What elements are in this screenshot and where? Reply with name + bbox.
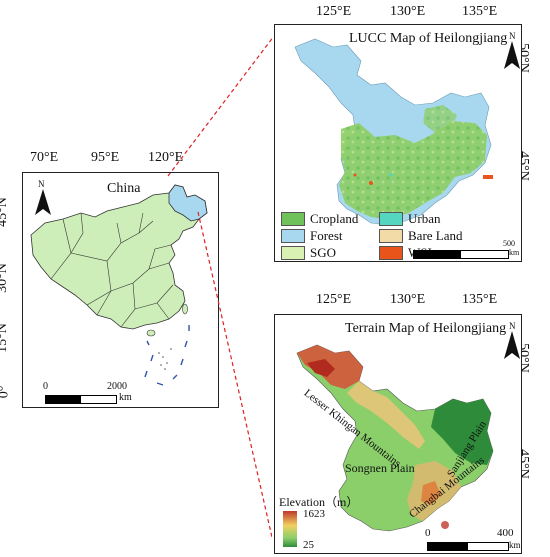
lucc-map <box>294 38 493 226</box>
china-x-tick-2: 120°E <box>148 150 184 165</box>
china-scale-start: 0 <box>43 381 48 392</box>
china-map-frame: China N 0 2000 km <box>22 172 219 408</box>
terrain-north-arrow: N <box>501 321 521 363</box>
north-arrow-icon <box>35 189 51 215</box>
lucc-north-label: N <box>509 31 516 41</box>
terrain-x-tick-1: 130°E <box>390 292 426 307</box>
china-y-tick-2: 15°N <box>0 323 10 353</box>
lucc-legend-1: Urban <box>379 211 441 227</box>
elevation-colorbar <box>283 511 297 547</box>
lucc-title: LUCC Map of Heilongjiang <box>349 31 508 46</box>
china-scalebar <box>45 395 117 404</box>
lucc-scale-unit: km <box>509 248 520 257</box>
china-north-label: N <box>38 179 45 189</box>
terrain-north-label: N <box>509 321 516 331</box>
terrain-x-tick-0: 125°E <box>316 292 352 307</box>
terrain-panel: 125°E 130°E 135°E 50°N 45°N <box>272 290 550 557</box>
lucc-legend-swatch <box>379 246 403 260</box>
lucc-legend-swatch <box>281 212 305 226</box>
lucc-legend-label: Urban <box>408 211 441 226</box>
terrain-scale-start: 0 <box>425 527 431 539</box>
terrain-scalebar <box>427 542 509 551</box>
lucc-scale-end: 500 <box>503 239 515 248</box>
lucc-legend-label: Forest <box>310 228 343 243</box>
terrain-title: Terrain Map of Heilongjiang <box>345 321 507 336</box>
lucc-legend-label: Bare Land <box>408 228 463 243</box>
lucc-x-tick-0: 125°E <box>316 4 352 19</box>
north-arrow-icon <box>504 41 520 69</box>
china-x-tick-0: 70°E <box>30 150 59 165</box>
china-y-tick-1: 30°N <box>0 263 10 293</box>
north-arrow-icon <box>504 331 520 359</box>
lucc-legend-2: Forest <box>281 228 343 244</box>
lucc-legend-swatch <box>379 212 403 226</box>
china-y-tick-0: 45°N <box>0 197 10 227</box>
elevation-min: 25 <box>303 539 314 551</box>
lucc-north-arrow: N <box>501 31 521 73</box>
lucc-scalebar <box>413 250 509 259</box>
china-scale-unit: km <box>119 392 132 403</box>
lucc-cropland <box>339 121 487 219</box>
lucc-panel: 125°E 130°E 135°E 50°N 45°N LUCC Map of <box>272 0 550 266</box>
lucc-map-frame: LUCC Map of Heilongjiang N Cropland Urba… <box>274 24 522 262</box>
lucc-legend-3: Bare Land <box>379 228 463 244</box>
terrain-sanjiang <box>431 399 493 465</box>
china-panel: 70°E 95°E 120°E 45°N 30°N 15°N 0° China <box>0 148 220 410</box>
lucc-legend-label: Cropland <box>310 211 359 226</box>
terrain-scale-unit: km <box>509 540 521 550</box>
elevation-max: 1623 <box>303 508 325 520</box>
lucc-legend-label: SGO <box>310 245 337 260</box>
lucc-x-tick-1: 130°E <box>390 4 426 19</box>
china-landmass <box>30 184 208 330</box>
nine-dash-line <box>144 325 190 386</box>
elevation-title: Elevation（m） <box>279 495 359 509</box>
china-title: China <box>107 181 141 196</box>
china-y-tick-3: 0° <box>0 385 12 399</box>
china-scale-end: 2000 <box>107 381 127 392</box>
lucc-legend-swatch <box>281 246 305 260</box>
terrain-map-frame: Terrain Map of Heilongjiang N Lesser Khi… <box>274 314 522 554</box>
lucc-legend-swatch <box>281 229 305 243</box>
china-x-tick-1: 95°E <box>91 150 120 165</box>
terrain-scale-end: 400 <box>497 527 514 539</box>
china-north-arrow: N <box>31 179 55 219</box>
lucc-legend-0: Cropland <box>281 211 358 227</box>
province-boundaries <box>50 212 174 328</box>
lucc-legend-4: SGO <box>281 245 336 261</box>
terrain-x-tick-2: 135°E <box>462 292 498 307</box>
china-map <box>30 184 208 386</box>
terrain-map <box>296 344 494 532</box>
terrain-ridge <box>347 381 425 449</box>
terrain-label-songnen: Songnen Plain <box>345 461 415 475</box>
lucc-legend-swatch <box>379 229 403 243</box>
lucc-x-tick-2: 135°E <box>462 4 498 19</box>
